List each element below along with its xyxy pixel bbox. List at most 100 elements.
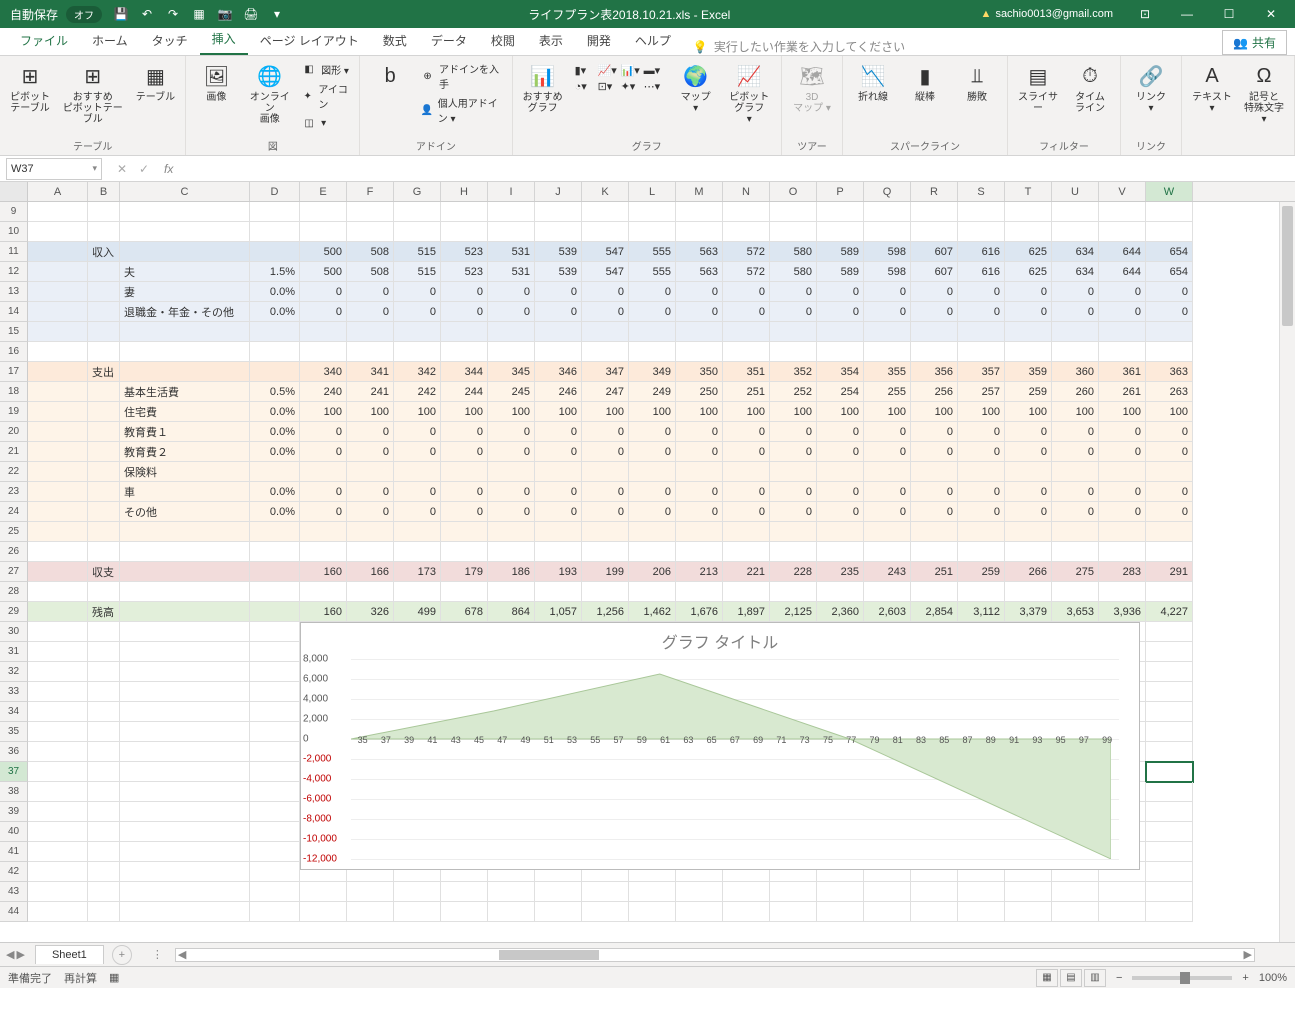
- cell[interactable]: [1146, 642, 1193, 662]
- cell[interactable]: [488, 322, 535, 342]
- column-header[interactable]: A: [28, 182, 88, 201]
- cell[interactable]: [629, 462, 676, 482]
- cell[interactable]: [88, 342, 120, 362]
- row-header[interactable]: 40: [0, 822, 28, 842]
- cell[interactable]: [28, 282, 88, 302]
- cell[interactable]: 100: [441, 402, 488, 422]
- cell[interactable]: [1052, 342, 1099, 362]
- cell[interactable]: 0: [488, 482, 535, 502]
- ribbon-small-button[interactable]: ✦アイコン: [299, 80, 353, 112]
- cell[interactable]: [250, 742, 300, 762]
- cell[interactable]: [911, 882, 958, 902]
- cell[interactable]: [250, 362, 300, 382]
- cell[interactable]: [1052, 902, 1099, 922]
- chart-type-icon[interactable]: 📊▾: [621, 64, 641, 77]
- cell[interactable]: [1005, 882, 1052, 902]
- cell[interactable]: 355: [864, 362, 911, 382]
- cell[interactable]: 345: [488, 362, 535, 382]
- cell[interactable]: [723, 342, 770, 362]
- cell[interactable]: [28, 342, 88, 362]
- cell[interactable]: [88, 262, 120, 282]
- cell[interactable]: 0: [582, 442, 629, 462]
- cell[interactable]: 収入: [88, 242, 120, 262]
- cell[interactable]: 0: [535, 282, 582, 302]
- cell[interactable]: 259: [958, 562, 1005, 582]
- cell[interactable]: [1099, 882, 1146, 902]
- cell[interactable]: [441, 522, 488, 542]
- column-header[interactable]: S: [958, 182, 1005, 201]
- cell[interactable]: [88, 642, 120, 662]
- cell[interactable]: [629, 342, 676, 362]
- cell[interactable]: 359: [1005, 362, 1052, 382]
- cell[interactable]: 0: [300, 482, 347, 502]
- cell[interactable]: 0: [488, 502, 535, 522]
- row-header[interactable]: 16: [0, 342, 28, 362]
- cell[interactable]: [723, 202, 770, 222]
- cell[interactable]: 616: [958, 242, 1005, 262]
- cell[interactable]: [1099, 462, 1146, 482]
- cell[interactable]: 0: [582, 422, 629, 442]
- cell[interactable]: [1005, 342, 1052, 362]
- cell[interactable]: [28, 682, 88, 702]
- cell[interactable]: 0: [817, 422, 864, 442]
- row-header[interactable]: 14: [0, 302, 28, 322]
- cell[interactable]: [911, 322, 958, 342]
- cell[interactable]: 251: [723, 382, 770, 402]
- cell[interactable]: 0: [441, 302, 488, 322]
- cell[interactable]: 0.0%: [250, 302, 300, 322]
- cell[interactable]: 346: [535, 362, 582, 382]
- cell[interactable]: [535, 322, 582, 342]
- cell[interactable]: [629, 522, 676, 542]
- chart-type-icon[interactable]: ▬▾: [644, 64, 664, 77]
- cell[interactable]: [300, 222, 347, 242]
- cell[interactable]: [676, 582, 723, 602]
- cell[interactable]: [120, 582, 250, 602]
- column-header[interactable]: J: [535, 182, 582, 201]
- cell[interactable]: 0: [441, 422, 488, 442]
- cell[interactable]: 0: [864, 482, 911, 502]
- cell[interactable]: 支出: [88, 362, 120, 382]
- cell[interactable]: [441, 342, 488, 362]
- cell[interactable]: [441, 322, 488, 342]
- cell[interactable]: [300, 882, 347, 902]
- column-header[interactable]: R: [911, 182, 958, 201]
- cell[interactable]: [347, 542, 394, 562]
- column-header[interactable]: H: [441, 182, 488, 201]
- cell[interactable]: [28, 842, 88, 862]
- column-header[interactable]: D: [250, 182, 300, 201]
- cell[interactable]: 教育費１: [120, 422, 250, 442]
- cell[interactable]: 654: [1146, 242, 1193, 262]
- cell[interactable]: 0: [911, 282, 958, 302]
- tab-校閲[interactable]: 校閲: [479, 26, 527, 55]
- cell[interactable]: [120, 742, 250, 762]
- cell[interactable]: 644: [1099, 262, 1146, 282]
- cell[interactable]: 0: [864, 502, 911, 522]
- cell[interactable]: [441, 582, 488, 602]
- cell[interactable]: 0: [958, 482, 1005, 502]
- cell[interactable]: 100: [1146, 402, 1193, 422]
- cell[interactable]: 0: [441, 502, 488, 522]
- cell[interactable]: 654: [1146, 262, 1193, 282]
- cell[interactable]: [120, 722, 250, 742]
- cell[interactable]: [88, 582, 120, 602]
- cell[interactable]: 206: [629, 562, 676, 582]
- cell[interactable]: 173: [394, 562, 441, 582]
- sheet-nav-prev[interactable]: ◀: [6, 948, 14, 961]
- cell[interactable]: 179: [441, 562, 488, 582]
- cell[interactable]: [535, 882, 582, 902]
- cell[interactable]: [120, 782, 250, 802]
- tab-開発[interactable]: 開発: [575, 26, 623, 55]
- cell[interactable]: 160: [300, 562, 347, 582]
- cell[interactable]: [441, 882, 488, 902]
- cell[interactable]: [723, 322, 770, 342]
- cell[interactable]: 保険料: [120, 462, 250, 482]
- ribbon-button[interactable]: 🖼画像: [192, 60, 240, 105]
- cell[interactable]: 0: [488, 302, 535, 322]
- save-icon[interactable]: 💾: [110, 3, 132, 25]
- cell[interactable]: 0: [770, 302, 817, 322]
- zoom-in-button[interactable]: +: [1242, 972, 1248, 984]
- cell[interactable]: 361: [1099, 362, 1146, 382]
- sheet-tab[interactable]: Sheet1: [35, 945, 104, 964]
- cell[interactable]: [1146, 542, 1193, 562]
- cell[interactable]: 0.0%: [250, 482, 300, 502]
